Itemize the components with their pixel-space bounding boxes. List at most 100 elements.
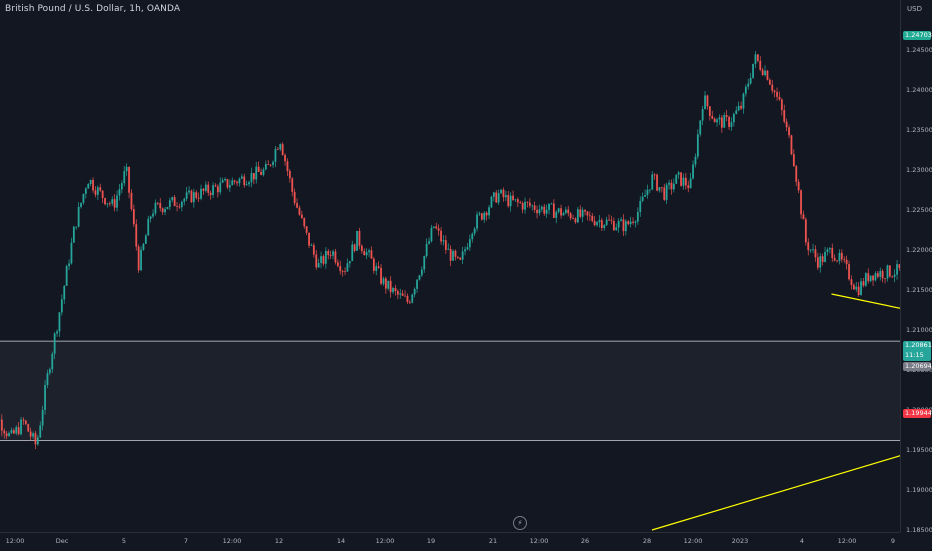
candle [428,238,430,245]
candle-body [582,210,584,217]
candle [107,203,109,207]
candle [889,265,891,277]
candle-body [99,187,101,190]
candle-body [714,119,716,123]
candle [99,184,101,192]
candle-body [721,118,723,128]
candle [884,278,886,283]
candle-body [891,276,893,277]
candle-body [179,207,181,208]
candle-body [15,427,17,433]
candle-body [846,260,848,264]
candle-body [531,205,533,206]
lightning-icon[interactable]: ⚡ [513,516,527,530]
candle [810,249,812,253]
candle-body [423,256,425,269]
candle-body [13,430,15,433]
candle-body [551,204,553,205]
time-tick: 4 [800,537,804,545]
candle [126,163,128,175]
candle [865,272,867,287]
currency-label: USD [907,5,922,13]
candle-body [577,209,579,222]
candle [301,211,303,219]
candle [651,171,653,190]
candle [709,106,711,121]
candle [35,431,37,449]
candle [683,174,685,190]
candle-body [447,249,449,250]
candle-body [188,191,190,193]
candle [733,113,735,127]
candle-body [330,255,332,256]
candle-body [541,207,543,210]
candle-body [356,231,358,251]
candle [726,110,728,121]
candle [495,190,497,203]
candle [723,112,725,127]
candle [253,173,255,184]
candle [234,180,236,185]
candle [399,289,401,299]
candle-body [183,199,185,202]
candle-body [267,164,269,165]
candle-body [457,257,459,258]
candle [186,187,188,201]
time-tick: 26 [581,537,589,545]
candle-body [320,256,322,263]
candle [313,243,315,258]
candle [479,211,481,216]
candle-body [642,197,644,201]
candle-body [289,171,291,178]
candle [834,254,836,261]
candle-body [563,213,565,215]
candle-body [637,212,639,222]
candle [687,181,689,192]
candle-body [872,276,874,281]
candle-body [755,54,757,63]
candle [635,220,637,228]
candle-body [522,203,524,210]
candle [675,174,677,183]
candle-body [493,192,495,196]
candle [563,212,565,216]
candle [147,216,149,236]
candle-body [867,273,869,281]
candle-body [711,116,713,119]
candle-body [877,273,879,277]
candle [471,232,473,242]
candle-body [287,161,289,171]
candle [527,201,529,207]
candle [351,241,353,261]
candle-body [776,92,778,97]
symbol-title[interactable]: British Pound / U.S. Dollar, 1h, OANDA [5,4,180,14]
candle [567,206,569,217]
chart-plot[interactable] [0,0,900,532]
candle-body [500,190,502,193]
candle [654,173,656,180]
candle [543,204,545,216]
candle [608,214,610,220]
candle [404,290,406,296]
candle [200,185,202,200]
candle [872,275,874,285]
candle [289,169,291,183]
candle [426,238,428,258]
candle-body [325,251,327,264]
candle [642,192,644,202]
time-tick: 12:00 [6,537,25,545]
candle-body [186,192,188,199]
candle [745,85,747,97]
candle-body [87,184,89,189]
candle [680,172,682,187]
candle [56,329,58,337]
candle-body [419,275,421,279]
candle-body [599,220,601,222]
candle-body [565,210,567,214]
candle [860,278,862,296]
candle [839,249,841,264]
candle [615,224,617,231]
